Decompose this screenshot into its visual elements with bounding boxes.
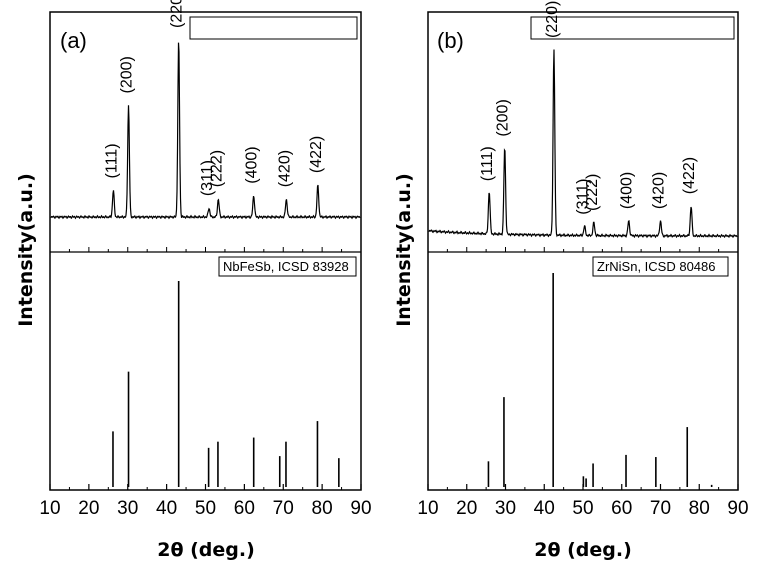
panel-a-top-legend-box: [189, 16, 358, 40]
x-tick-label: 80: [312, 498, 333, 519]
panel-a-bottom-legend-box: [218, 256, 357, 277]
peak-label: (400): [619, 172, 636, 209]
panel-b: (b) Intensity(a.u.) 2θ (deg.) ZrNiSn, IC…: [393, 1, 749, 561]
x-tick-label: 60: [611, 498, 632, 519]
x-tick-label: 20: [78, 498, 99, 519]
peak-label: (400): [244, 146, 261, 183]
peak-label: (422): [308, 136, 325, 173]
x-tick-label: 70: [273, 498, 294, 519]
peak-label: (200): [495, 99, 512, 136]
panel-a-marks: 10 20 30 40 50 60 70 80 90 (111) (200) (220) (311)(2…: [39, 0, 371, 519]
panel-b-bottom-legend-box: [592, 256, 729, 277]
panel-b-xlabel: 2θ (deg.): [534, 539, 632, 561]
peak-label: (220): [169, 0, 186, 28]
peak-label: (111): [479, 146, 496, 181]
panel-a: (a) Intensity(a.u.) 2θ (deg.) NbFeSb, IC…: [15, 0, 372, 561]
peak-label: (222): [208, 150, 225, 187]
x-tick-label: 10: [39, 498, 60, 519]
x-tick-label: 50: [572, 498, 593, 519]
panel-a-label: (a): [60, 28, 87, 53]
series-measured-pattern: [428, 49, 738, 239]
peak-label: (311): [199, 160, 216, 196]
peak-label: (222): [584, 174, 601, 211]
panel-b-marks: 10 20 30 40 50 60 70 80 90 (111) (200) (220) (311)(2…: [417, 1, 748, 519]
x-tick-label: 70: [650, 498, 671, 519]
peak-label: (200): [119, 56, 136, 93]
panel-a-bottom-legend: NbFeSb, ICSD 83928: [218, 256, 357, 277]
x-tick-label: 40: [156, 498, 177, 519]
x-tick-label: 80: [689, 498, 710, 519]
panel-b-bottom-legend: ZrNiSn, ICSD 80486: [592, 256, 729, 277]
x-tick-label: 90: [727, 498, 748, 519]
x-tick-label: 40: [534, 498, 555, 519]
peak-label: (422): [681, 157, 698, 194]
peak-label: (311): [575, 179, 592, 215]
x-tick-label: 50: [195, 498, 216, 519]
panel-a-bottom-legend-text: NbFeSb, ICSD 83928: [223, 259, 349, 274]
x-tick-label: 20: [456, 498, 477, 519]
panel-b-bottom-legend-text: ZrNiSn, ICSD 80486: [597, 259, 716, 274]
x-tick-label: 30: [117, 498, 138, 519]
peak-label: (220): [544, 1, 561, 38]
panel-a-top-legend: [189, 16, 358, 40]
peak-label: (420): [651, 172, 668, 209]
panel-b-top-legend: [530, 16, 735, 40]
x-tick-label: 60: [234, 498, 255, 519]
panel-a-xlabel: 2θ (deg.): [157, 539, 255, 561]
series-measured-pattern: [50, 42, 361, 220]
peak-label: (420): [276, 150, 293, 187]
x-tick-label: 10: [417, 498, 438, 519]
panel-a-ylabel: Intensity(a.u.): [15, 173, 37, 327]
panel-b-ylabel: Intensity(a.u.): [393, 173, 415, 327]
panel-b-label: (b): [437, 28, 464, 53]
x-tick-label: 30: [495, 498, 516, 519]
x-tick-label: 90: [350, 498, 371, 519]
panel-b-top-legend-box: [530, 16, 735, 40]
peak-label: (111): [103, 143, 120, 178]
